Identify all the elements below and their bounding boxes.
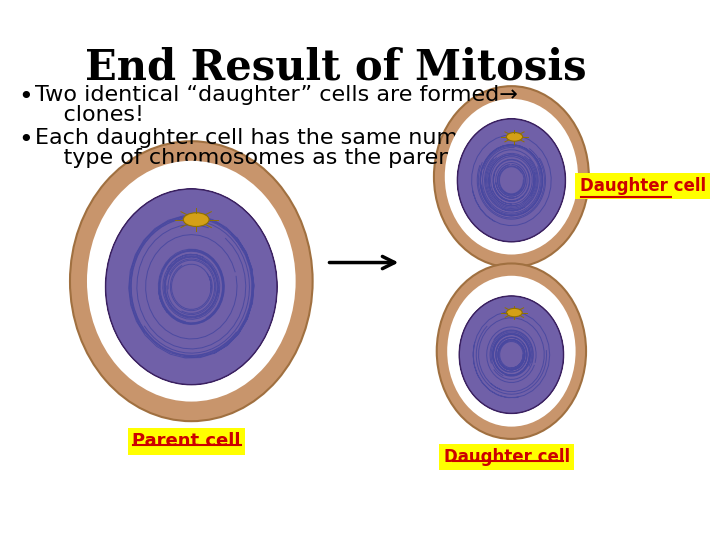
Ellipse shape — [447, 276, 575, 427]
Ellipse shape — [184, 213, 209, 226]
Ellipse shape — [87, 161, 296, 402]
Ellipse shape — [437, 264, 586, 439]
Text: •: • — [19, 85, 33, 109]
Text: Two identical “daughter” cells are formed→: Two identical “daughter” cells are forme… — [35, 85, 518, 105]
Text: Daughter cell: Daughter cell — [580, 177, 706, 195]
Ellipse shape — [105, 189, 277, 385]
Text: •: • — [19, 128, 33, 152]
Ellipse shape — [506, 132, 523, 141]
Text: Each daughter cell has the same number and: Each daughter cell has the same number a… — [35, 128, 544, 148]
Text: Parent cell: Parent cell — [132, 433, 241, 450]
Text: clones!: clones! — [35, 105, 145, 125]
Text: type of chromosomes as the parent cell: type of chromosomes as the parent cell — [35, 148, 507, 168]
Ellipse shape — [434, 86, 589, 267]
Ellipse shape — [70, 141, 312, 421]
Text: End Result of Mitosis: End Result of Mitosis — [85, 46, 587, 88]
Text: Daughter cell: Daughter cell — [444, 448, 570, 466]
Ellipse shape — [507, 308, 522, 317]
Ellipse shape — [445, 99, 578, 254]
Ellipse shape — [459, 296, 564, 414]
Ellipse shape — [457, 119, 565, 242]
